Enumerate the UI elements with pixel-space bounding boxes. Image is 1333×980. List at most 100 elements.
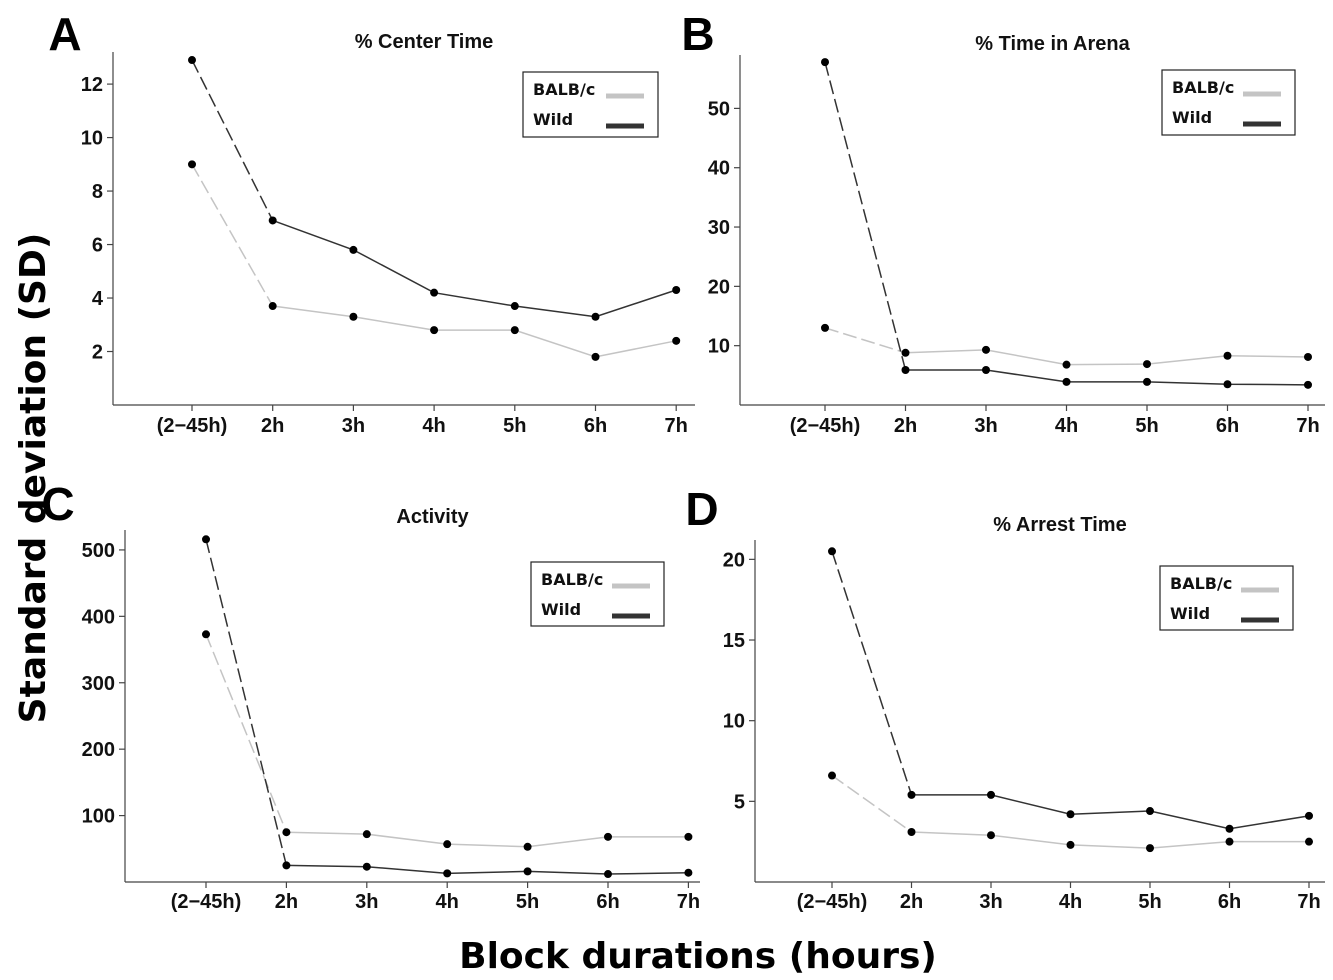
x-tick-label: 7h <box>677 891 700 913</box>
x-tick-label: 3h <box>342 415 365 437</box>
series-wild-point <box>523 867 532 876</box>
series-balb-c-point <box>443 840 452 849</box>
y-tick-label: 8 <box>92 181 103 203</box>
series-balb-c-point <box>987 831 995 840</box>
y-tick-label: 12 <box>81 74 103 96</box>
x-tick-label: 3h <box>974 415 997 437</box>
series-wild-dashed-segment <box>831 551 913 796</box>
series-balb-c-point <box>907 827 916 836</box>
series-balb-c-dashed-segment <box>191 163 274 307</box>
legend-entry-label: BALB/c <box>533 80 595 99</box>
series-wild-line <box>286 864 689 875</box>
series-wild-point <box>907 790 916 799</box>
x-tick-label: 5h <box>503 415 526 437</box>
series-wild-point <box>362 862 371 871</box>
series-balb-c-line <box>272 305 677 358</box>
series-balb-c-point <box>1304 352 1312 361</box>
x-tick-label: 6h <box>596 891 619 913</box>
series-wild-point <box>821 58 829 67</box>
series-balb-c-point <box>828 771 836 780</box>
series-wild-point <box>901 366 910 374</box>
series-wild-point <box>1223 380 1232 389</box>
series-wild-point <box>349 245 358 254</box>
x-tick-label: 6h <box>584 415 607 437</box>
series-balb-c-dashed-segment <box>824 327 906 354</box>
legend: BALB/c Wild <box>522 71 659 138</box>
y-tick-label: 100 <box>82 806 115 828</box>
y-tick-label: 40 <box>708 158 730 180</box>
panel-letter: D <box>685 483 718 535</box>
y-tick-label: 20 <box>708 276 730 298</box>
series-balb-c-point <box>672 336 681 345</box>
series-balb-c-point <box>1223 351 1232 360</box>
y-tick-label: 6 <box>92 235 103 257</box>
y-tick-label: 50 <box>708 98 730 120</box>
x-tick-label: (2−45h) <box>790 415 861 437</box>
series-wild-point <box>430 288 439 297</box>
series-balb-c-dashed-segment <box>205 633 288 833</box>
series-balb-c-point <box>821 323 829 332</box>
legend-entry-label: BALB/c <box>541 570 603 589</box>
series-balb-c-point <box>1062 360 1071 369</box>
series-balb-c-line <box>286 831 689 848</box>
legend-entry-label: BALB/c <box>1170 574 1232 593</box>
panel-title: % Arrest Time <box>993 514 1126 536</box>
x-tick-label: 2h <box>900 891 923 913</box>
panel-c: C Activity 100 200 300 400 500 (2−45h) 2h 3h 4h 5h 6… <box>41 478 700 913</box>
series-balb-c-point <box>510 326 519 335</box>
series-wild-point <box>1305 811 1313 820</box>
series-balb-c-point <box>1225 837 1234 846</box>
x-tick-label: 4h <box>1059 891 1082 913</box>
y-tick-label: 400 <box>82 606 115 628</box>
x-tick-label: 4h <box>422 415 445 437</box>
series-wild-dashed-segment <box>824 61 907 371</box>
series-balb-c-point <box>362 830 371 839</box>
panel-letter: A <box>48 8 81 60</box>
y-tick-label: 4 <box>92 288 104 310</box>
panel-d: D % Arrest Time 5 10 15 20 (2−45h) 2h 3h 4h 5h 6h 7h… <box>685 483 1325 913</box>
series-wild-point <box>982 366 990 374</box>
series-wild-point <box>188 56 196 65</box>
series-wild-line <box>272 219 677 318</box>
series-balb-c-point <box>1146 844 1154 853</box>
x-tick-label: 7h <box>665 415 688 437</box>
series-balb-c-point <box>523 842 532 851</box>
x-tick-label: 6h <box>1218 891 1241 913</box>
x-tick-label: 4h <box>1055 415 1078 437</box>
series-balb-c-point <box>982 345 990 354</box>
series-wild-point <box>987 790 995 799</box>
series-wild-point <box>510 302 519 311</box>
x-tick-label: 7h <box>1296 415 1319 437</box>
panel-title: % Center Time <box>355 31 494 53</box>
x-tick-label: 6h <box>1216 415 1239 437</box>
series-balb-c-point <box>202 630 210 639</box>
legend: BALB/c Wild <box>1161 69 1296 136</box>
y-tick-label: 15 <box>723 630 745 652</box>
series-wild-point <box>1304 380 1312 389</box>
series-wild-line <box>911 794 1310 830</box>
y-tick-label: 10 <box>723 711 745 733</box>
series-balb-c-point <box>604 832 612 841</box>
series-balb-c-point <box>349 312 358 321</box>
legend: BALB/c Wild <box>1159 565 1294 631</box>
legend: BALB/c Wild <box>530 561 665 627</box>
series-balb-c-point <box>188 160 196 169</box>
y-tick-label: 300 <box>82 673 115 695</box>
legend-entry-label: Wild <box>1172 108 1212 127</box>
series-balb-c-point <box>282 828 291 837</box>
series-balb-c-point <box>430 326 439 335</box>
y-tick-label: 2 <box>92 342 103 364</box>
panel-title: Activity <box>396 506 469 528</box>
series-wild-point <box>828 547 836 556</box>
x-tick-label: 4h <box>436 891 459 913</box>
series-wild-line <box>905 369 1309 386</box>
series-balb-c-point <box>901 348 910 357</box>
series-wild-point <box>672 286 681 295</box>
series-wild-point <box>591 312 600 321</box>
series-balb-c-dashed-segment <box>831 774 912 833</box>
x-tick-label: 5h <box>516 891 539 913</box>
series-balb-c-point <box>1066 840 1075 849</box>
figure-y-label: Standard deviation (SD) <box>13 233 54 724</box>
panel-a: A % Center Time 2 4 6 8 10 12 (2−45h) 2h 3h 4h 5h 6h 7… <box>48 8 695 437</box>
